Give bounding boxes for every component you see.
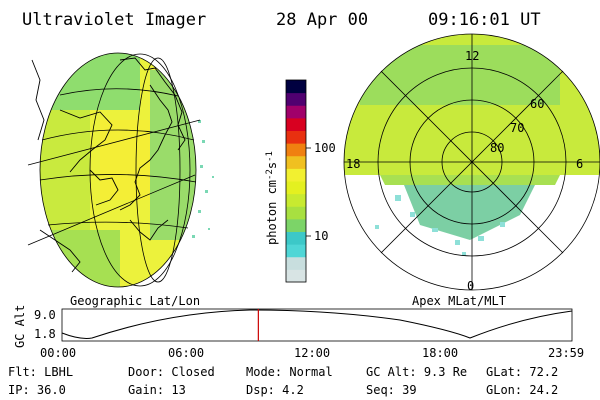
color-bar-segment bbox=[286, 244, 306, 258]
color-bar-segment bbox=[286, 105, 306, 119]
color-bar-segment bbox=[286, 155, 306, 169]
mlat-80: 80 bbox=[490, 141, 504, 155]
status-mode: Mode: Normal bbox=[246, 365, 333, 379]
xtick-0000: 00:00 bbox=[40, 346, 76, 360]
color-bar-segment bbox=[286, 269, 306, 283]
coastlines bbox=[31, 57, 186, 273]
status-flt: Flt: LBHL bbox=[8, 365, 73, 379]
color-bar-segment bbox=[286, 130, 306, 144]
mlt-6: 6 bbox=[576, 157, 583, 171]
color-bar-segment bbox=[286, 206, 306, 220]
mlat-60: 60 bbox=[530, 97, 544, 111]
geo-grid bbox=[27, 52, 201, 288]
color-bar-segment bbox=[286, 117, 306, 131]
color-bar-segment bbox=[286, 218, 306, 232]
color-bar-segment bbox=[286, 92, 306, 106]
status-dsp: Dsp: 4.2 bbox=[246, 383, 304, 397]
altitude-curve bbox=[61, 309, 573, 339]
xtick-2359: 23:59 bbox=[548, 346, 584, 360]
right-caption: Apex MLat/MLT bbox=[412, 294, 506, 308]
status-ip: IP: 36.0 bbox=[8, 383, 66, 397]
xtick-1800: 18:00 bbox=[422, 346, 458, 360]
polar-grid bbox=[343, 33, 600, 291]
image-center-band bbox=[100, 120, 150, 200]
left-caption: Geographic Lat/Lon bbox=[70, 294, 200, 308]
color-bar-segment bbox=[286, 80, 306, 94]
status-door: Door: Closed bbox=[128, 365, 215, 379]
time-label: 09:16:01 UT bbox=[428, 10, 541, 30]
mlt-0: 0 bbox=[467, 279, 474, 293]
altitude-frame bbox=[61, 308, 573, 342]
color-bar-segment bbox=[286, 143, 306, 157]
date-label: 28 Apr 00 bbox=[276, 10, 368, 30]
status-glat: GLat: 72.2 bbox=[486, 365, 558, 379]
ytick-9: 9.0 bbox=[34, 308, 56, 322]
color-bar-segment bbox=[286, 168, 306, 182]
mlt-12: 12 bbox=[465, 49, 479, 63]
tick-label-10: 10 bbox=[314, 229, 328, 243]
xtick-1200: 12:00 bbox=[294, 346, 330, 360]
magnetic-polar-image: 12 18 6 0 60 70 80 bbox=[343, 33, 600, 293]
polar-upper-band bbox=[360, 45, 560, 105]
polar-oval-lower bbox=[400, 175, 540, 240]
instrument-title: Ultraviolet Imager bbox=[22, 10, 206, 30]
color-bar-segment bbox=[286, 181, 306, 195]
color-bar: 100 10 photon cm-2s-1 bbox=[265, 79, 336, 283]
polar-speckle bbox=[375, 195, 505, 256]
image-top-band bbox=[40, 53, 140, 110]
geographic-image bbox=[27, 52, 214, 288]
mlt-18: 18 bbox=[346, 157, 360, 171]
color-bar-segment bbox=[286, 256, 306, 270]
color-bar-segment bbox=[286, 193, 306, 207]
status-gc-alt: GC Alt: 9.3 Re bbox=[366, 365, 467, 379]
limb-pixels bbox=[192, 120, 214, 238]
polar-oval-band bbox=[380, 175, 560, 185]
status-gain: Gain: 13 bbox=[128, 383, 186, 397]
status-seq: Seq: 39 bbox=[366, 383, 417, 397]
image-bottom-band bbox=[40, 230, 120, 287]
tick-label-100: 100 bbox=[314, 141, 336, 155]
altitude-ylabel: GC Alt bbox=[13, 305, 27, 348]
status-glon: GLon: 24.2 bbox=[486, 383, 558, 397]
xtick-0600: 06:00 bbox=[168, 346, 204, 360]
altitude-plot: GC Alt 9.0 1.8 00:00 06:00 12:00 18:00 2… bbox=[13, 305, 584, 360]
color-bar-frame bbox=[285, 79, 307, 283]
ytick-1-8: 1.8 bbox=[34, 327, 56, 341]
status-readout: Flt: LBHL Door: Closed Mode: Normal GC A… bbox=[8, 365, 558, 397]
color-bar-label: photon cm-2s-1 bbox=[265, 151, 279, 245]
mlat-70: 70 bbox=[510, 121, 524, 135]
color-bar-segment bbox=[286, 231, 306, 245]
